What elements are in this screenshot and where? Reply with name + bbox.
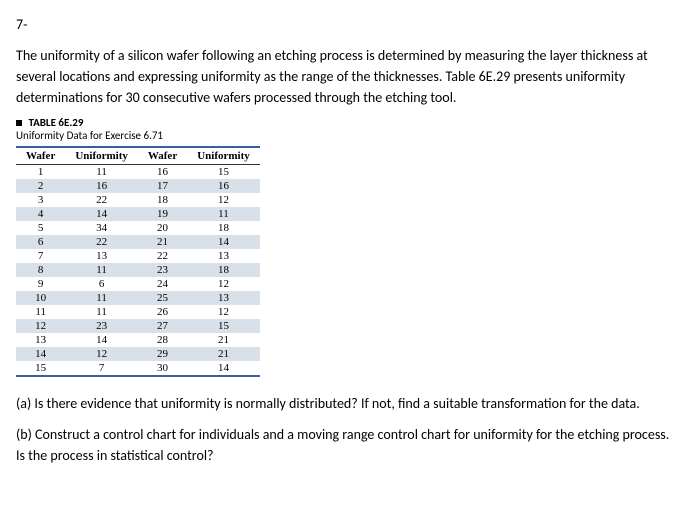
col-header: Uniformity (187, 147, 260, 165)
table-cell: 13 (187, 291, 260, 305)
table-cell: 26 (138, 305, 187, 319)
table-cell: 14 (16, 347, 65, 361)
table-cell: 34 (65, 221, 138, 235)
table-row: 1573014 (16, 361, 260, 376)
table-row: 13142821 (16, 333, 260, 347)
table-cell: 28 (138, 333, 187, 347)
table-cell: 12 (65, 347, 138, 361)
table-cell: 7 (16, 249, 65, 263)
part-a: (a) Is there evidence that uniformity is… (16, 393, 673, 414)
table-row: 1111615 (16, 165, 260, 180)
table-cell: 11 (65, 291, 138, 305)
table-cell: 20 (138, 221, 187, 235)
table-label: TABLE 6E.29 (16, 116, 673, 129)
table-row: 6222114 (16, 235, 260, 249)
intro-paragraph: The uniformity of a silicon wafer follow… (16, 45, 673, 108)
table-cell: 21 (187, 333, 260, 347)
table-cell: 15 (187, 165, 260, 180)
table-cell: 21 (138, 235, 187, 249)
table-cell: 11 (65, 263, 138, 277)
col-header: Wafer (16, 147, 65, 165)
table-cell: 3 (16, 193, 65, 207)
table-row: 8112318 (16, 263, 260, 277)
table-header-row: Wafer Uniformity Wafer Uniformity (16, 147, 260, 165)
table-cell: 25 (138, 291, 187, 305)
table-cell: 8 (16, 263, 65, 277)
table-cell: 14 (65, 333, 138, 347)
table-row: 2161716 (16, 179, 260, 193)
table-cell: 13 (16, 333, 65, 347)
table-label-text: TABLE 6E.29 (29, 116, 84, 129)
square-bullet-icon (16, 120, 22, 126)
table-cell: 16 (187, 179, 260, 193)
part-b: (b) Construct a control chart for indivi… (16, 424, 673, 466)
table-cell: 11 (65, 165, 138, 180)
table-cell: 15 (187, 319, 260, 333)
table-cell: 22 (65, 193, 138, 207)
table-subtitle: Uniformity Data for Exercise 6.71 (16, 129, 673, 142)
table-row: 7132213 (16, 249, 260, 263)
table-cell: 18 (187, 221, 260, 235)
table-cell: 19 (138, 207, 187, 221)
table-cell: 16 (65, 179, 138, 193)
col-header: Uniformity (65, 147, 138, 165)
table-cell: 21 (187, 347, 260, 361)
table-cell: 18 (187, 263, 260, 277)
table-row: 12232715 (16, 319, 260, 333)
table-cell: 22 (65, 235, 138, 249)
table-cell: 7 (65, 361, 138, 376)
table-cell: 11 (16, 305, 65, 319)
table-cell: 23 (138, 263, 187, 277)
table-cell: 18 (138, 193, 187, 207)
table-cell: 30 (138, 361, 187, 376)
table-cell: 15 (16, 361, 65, 376)
col-header: Wafer (138, 147, 187, 165)
table-cell: 24 (138, 277, 187, 291)
table-cell: 12 (16, 319, 65, 333)
table-cell: 5 (16, 221, 65, 235)
table-cell: 14 (187, 361, 260, 376)
table-cell: 13 (65, 249, 138, 263)
table-cell: 4 (16, 207, 65, 221)
table-cell: 13 (187, 249, 260, 263)
uniformity-table: Wafer Uniformity Wafer Uniformity 111161… (16, 146, 260, 377)
table-cell: 10 (16, 291, 65, 305)
table-cell: 12 (187, 277, 260, 291)
table-cell: 16 (138, 165, 187, 180)
table-cell: 14 (65, 207, 138, 221)
table-cell: 22 (138, 249, 187, 263)
table-cell: 11 (65, 305, 138, 319)
table-cell: 11 (187, 207, 260, 221)
table-cell: 12 (187, 193, 260, 207)
table-row: 4141911 (16, 207, 260, 221)
table-row: 5342018 (16, 221, 260, 235)
table-cell: 27 (138, 319, 187, 333)
table-cell: 12 (187, 305, 260, 319)
table-cell: 6 (65, 277, 138, 291)
table-cell: 29 (138, 347, 187, 361)
table-row: 3221812 (16, 193, 260, 207)
table-row: 10112513 (16, 291, 260, 305)
table-cell: 1 (16, 165, 65, 180)
table-cell: 23 (65, 319, 138, 333)
table-row: 11112612 (16, 305, 260, 319)
table-cell: 17 (138, 179, 187, 193)
table-row: 14122921 (16, 347, 260, 361)
table-cell: 2 (16, 179, 65, 193)
question-number: 7- (16, 16, 673, 33)
table-cell: 14 (187, 235, 260, 249)
table-cell: 6 (16, 235, 65, 249)
table-row: 962412 (16, 277, 260, 291)
table-cell: 9 (16, 277, 65, 291)
